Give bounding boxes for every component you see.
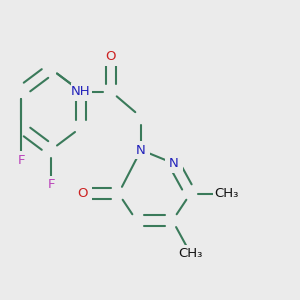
Text: CH₃: CH₃ (214, 187, 239, 200)
FancyBboxPatch shape (132, 141, 150, 159)
FancyBboxPatch shape (213, 184, 240, 202)
FancyBboxPatch shape (70, 82, 92, 100)
Text: F: F (17, 154, 25, 167)
Text: NH: NH (71, 85, 91, 98)
FancyBboxPatch shape (177, 244, 204, 262)
Text: O: O (77, 187, 88, 200)
Text: F: F (47, 178, 55, 191)
FancyBboxPatch shape (102, 48, 120, 66)
Text: O: O (106, 50, 116, 64)
Text: CH₃: CH₃ (178, 247, 203, 260)
Text: N: N (169, 157, 179, 170)
Text: N: N (136, 143, 146, 157)
FancyBboxPatch shape (14, 152, 28, 169)
FancyBboxPatch shape (44, 176, 59, 194)
FancyBboxPatch shape (165, 154, 183, 172)
FancyBboxPatch shape (74, 184, 92, 202)
